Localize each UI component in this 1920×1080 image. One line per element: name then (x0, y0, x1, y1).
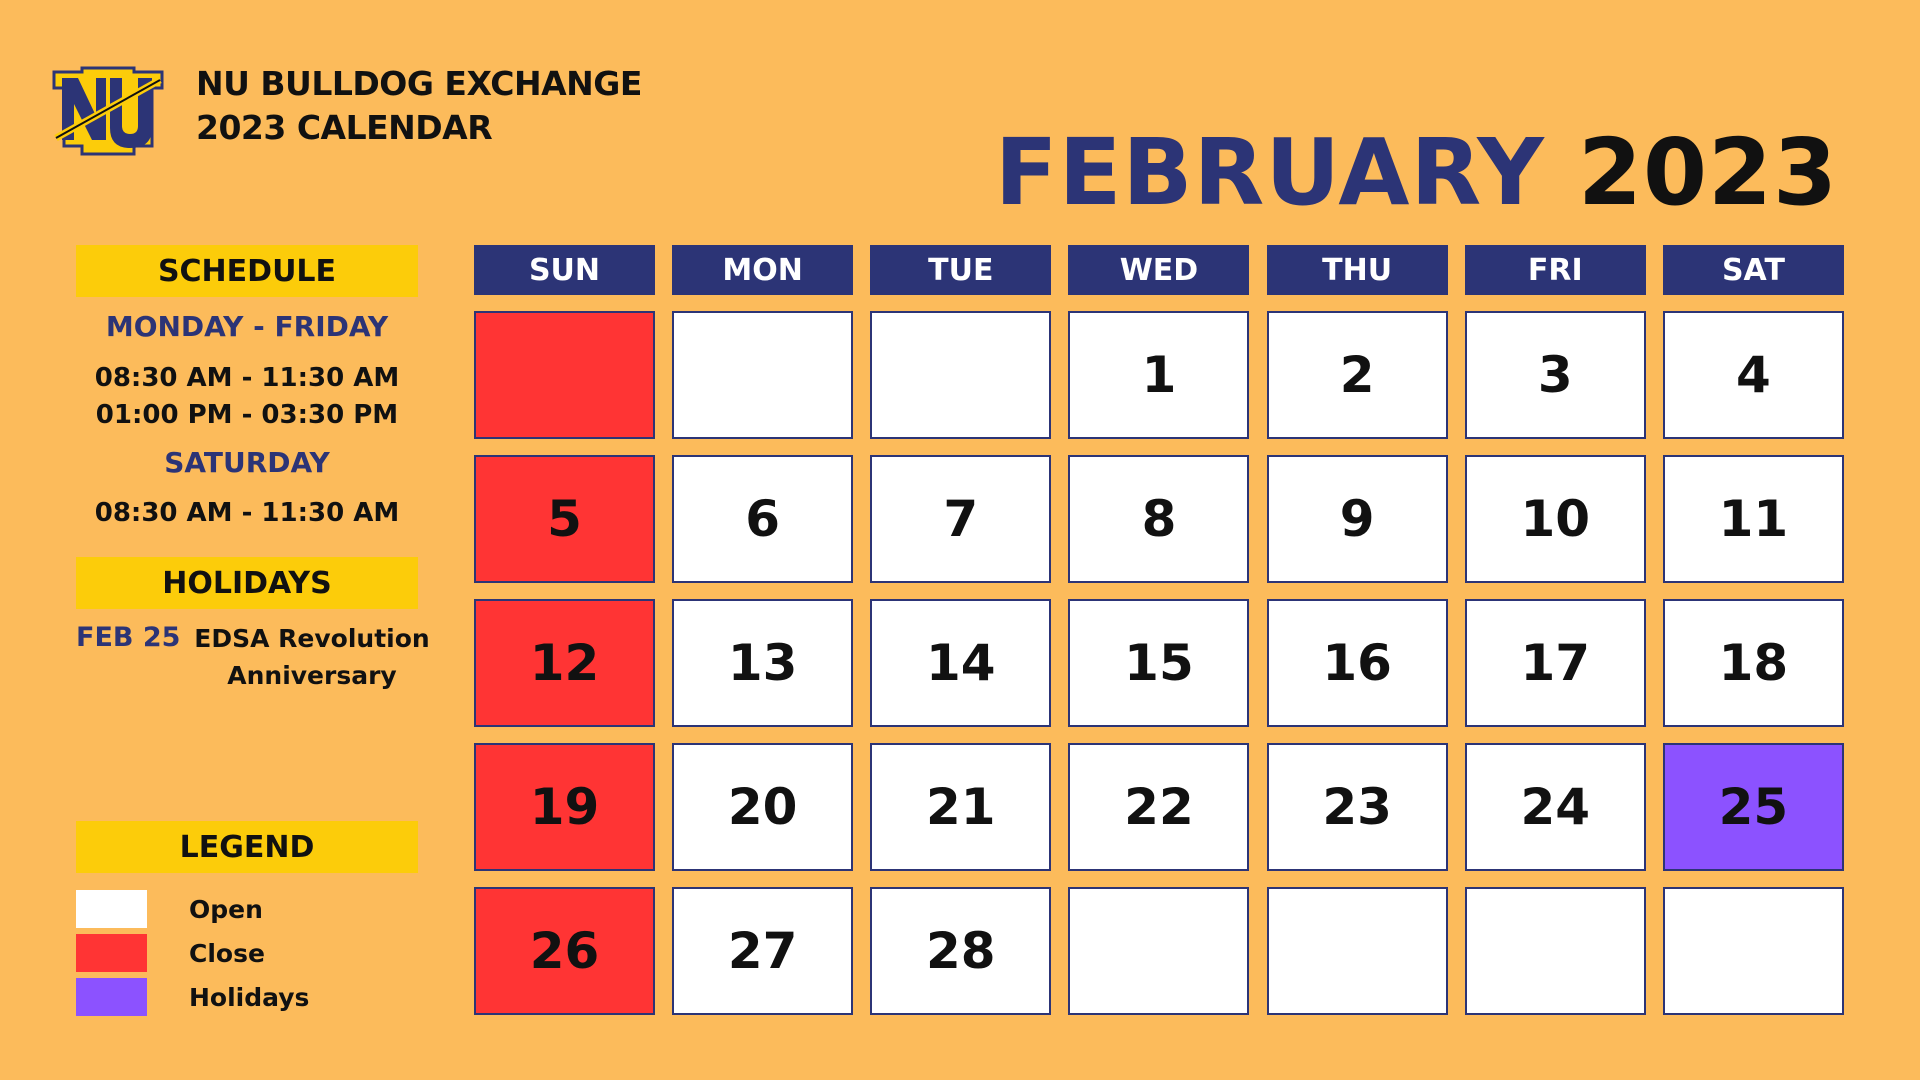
weekday-header-fri: FRI (1464, 245, 1646, 295)
holiday-name-line-1: EDSA Revolution (194, 624, 430, 653)
calendar-grid: SUN MON TUE WED THU FRI SAT 1 2 3 4 5 6 7 8 9 10 1… (474, 245, 1844, 1031)
calendar-day-19: 19 (474, 743, 655, 871)
calendar-day-11: 11 (1662, 455, 1844, 583)
calendar-day-25: 25 (1662, 743, 1844, 871)
calendar-day-empty (474, 311, 655, 439)
month-year: 2023 (1577, 119, 1838, 226)
calendar-day-22: 22 (1068, 743, 1250, 871)
weekday-header-wed: WED (1068, 245, 1250, 295)
legend-item-open: Open (76, 890, 263, 928)
weekday-label: MONDAY - FRIDAY (105, 310, 389, 343)
calendar-day-23: 23 (1266, 743, 1448, 871)
calendar-day-26: 26 (474, 887, 655, 1015)
calendar-day-8: 8 (1068, 455, 1250, 583)
calendar-week-row: 12 13 14 15 16 17 18 (474, 599, 1844, 727)
calendar-day-empty (1464, 887, 1646, 1015)
legend-item-holidays: Holidays (76, 978, 309, 1016)
weekday-afternoon-hours: 01:00 PM - 03:30 PM (95, 400, 399, 430)
month-name: FEBRUARY (994, 119, 1545, 226)
calendar-week-row: 26 27 28 (474, 887, 1844, 1015)
brand-line-2: 2023 CALENDAR (196, 108, 493, 147)
calendar-day-empty (1662, 887, 1844, 1015)
calendar-week-row: 5 6 7 8 9 10 11 (474, 455, 1844, 583)
schedule-heading: SCHEDULE (76, 245, 418, 297)
calendar-day-18: 18 (1662, 599, 1844, 727)
calendar-day-14: 14 (870, 599, 1052, 727)
legend-swatch-close (76, 934, 147, 972)
calendar-day-empty (672, 311, 854, 439)
calendar-week-row: 19 20 21 22 23 24 25 (474, 743, 1844, 871)
calendar-day-13: 13 (672, 599, 854, 727)
calendar-day-4: 4 (1662, 311, 1844, 439)
calendar-day-27: 27 (672, 887, 854, 1015)
holidays-heading: HOLIDAYS (76, 557, 418, 609)
calendar-day-1: 1 (1068, 311, 1250, 439)
legend-swatch-holidays (76, 978, 147, 1016)
brand-line-1: NU BULLDOG EXCHANGE (196, 64, 642, 103)
holiday-name-line-2: Anniversary (227, 661, 397, 690)
weekday-header-sun: SUN (474, 245, 655, 295)
legend-item-close: Close (76, 934, 265, 972)
calendar-day-15: 15 (1068, 599, 1250, 727)
legend-label-close: Close (189, 938, 265, 968)
calendar-day-12: 12 (474, 599, 655, 727)
month-title: FEBRUARY 2023 (995, 118, 1838, 228)
calendar-day-6: 6 (672, 455, 854, 583)
calendar-day-24: 24 (1464, 743, 1646, 871)
nu-bulldogs-logo (52, 66, 164, 156)
weekday-header-sat: SAT (1662, 245, 1844, 295)
holiday-name: EDSA Revolution Anniversary (192, 620, 432, 694)
weekday-header-mon: MON (672, 245, 854, 295)
calendar-day-9: 9 (1266, 455, 1448, 583)
holiday-date: FEB 25 (76, 622, 181, 653)
legend-label-open: Open (189, 894, 263, 924)
calendar-day-empty (870, 311, 1052, 439)
calendar-day-10: 10 (1464, 455, 1646, 583)
saturday-label: SATURDAY (164, 446, 330, 479)
saturday-hours: 08:30 AM - 11:30 AM (94, 498, 400, 528)
brand-title: NU BULLDOG EXCHANGE 2023 CALENDAR (196, 62, 642, 150)
weekday-header-thu: THU (1266, 245, 1448, 295)
legend-label-holidays: Holidays (189, 982, 310, 1012)
calendar-day-empty (1266, 887, 1448, 1015)
legend-heading: LEGEND (76, 821, 418, 873)
calendar-day-21: 21 (870, 743, 1052, 871)
calendar-day-2: 2 (1266, 311, 1448, 439)
calendar-day-3: 3 (1464, 311, 1646, 439)
calendar-day-17: 17 (1464, 599, 1646, 727)
weekday-morning-hours: 08:30 AM - 11:30 AM (94, 363, 400, 393)
legend-swatch-open (76, 890, 147, 928)
weekday-header-row: SUN MON TUE WED THU FRI SAT (474, 245, 1844, 295)
calendar-day-16: 16 (1266, 599, 1448, 727)
calendar-day-28: 28 (870, 887, 1052, 1015)
calendar-day-20: 20 (672, 743, 854, 871)
weekday-header-tue: TUE (870, 245, 1052, 295)
calendar-day-empty (1068, 887, 1250, 1015)
calendar-day-5: 5 (474, 455, 655, 583)
calendar-day-7: 7 (870, 455, 1052, 583)
calendar-weeks: 1 2 3 4 5 6 7 8 9 10 11 12 13 14 15 16 17 18 19 20 21 22 23 24 2… (474, 311, 1844, 1015)
